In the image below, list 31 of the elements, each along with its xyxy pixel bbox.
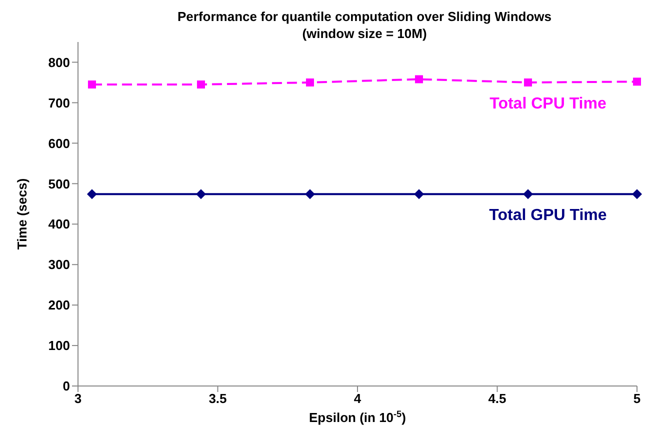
point xyxy=(88,80,96,88)
y-tick-label: 600 xyxy=(48,136,70,151)
chart-title: Performance for quantile computation over Sliding Windows (window size = 10M) xyxy=(176,8,553,42)
y-tick-label: 400 xyxy=(48,216,70,232)
series-label: Total CPU Time xyxy=(490,95,606,112)
y-tick-label: 100 xyxy=(48,338,70,354)
point xyxy=(632,189,642,200)
y-tick-label: 300 xyxy=(48,257,70,272)
x-tick-label: 5 xyxy=(633,391,641,406)
y-tick-label: 200 xyxy=(48,298,70,313)
y-tick-label: 700 xyxy=(48,95,70,110)
x-axis-title: Epsilon (in 10$^{-5}$) xyxy=(309,409,406,425)
x-tick-label: 4.5 xyxy=(488,391,506,406)
point xyxy=(633,78,641,86)
point xyxy=(414,189,424,200)
point xyxy=(306,78,314,86)
point xyxy=(414,75,423,84)
x-tick-label: 4 xyxy=(354,391,362,406)
x-tick-label: 3 xyxy=(74,391,82,406)
y-axis-title: Time (secs) xyxy=(14,178,30,250)
point xyxy=(196,80,205,88)
point xyxy=(304,189,315,200)
point xyxy=(524,78,532,86)
point xyxy=(522,189,533,200)
series-label: Total GPU Time xyxy=(489,207,607,224)
y-tick-label: 500 xyxy=(48,176,70,192)
point xyxy=(196,189,206,200)
y-tick-label: 0 xyxy=(62,378,70,394)
point xyxy=(86,189,97,200)
y-tick-label: 800 xyxy=(48,54,70,70)
x-tick-label: 3.5 xyxy=(208,391,227,406)
